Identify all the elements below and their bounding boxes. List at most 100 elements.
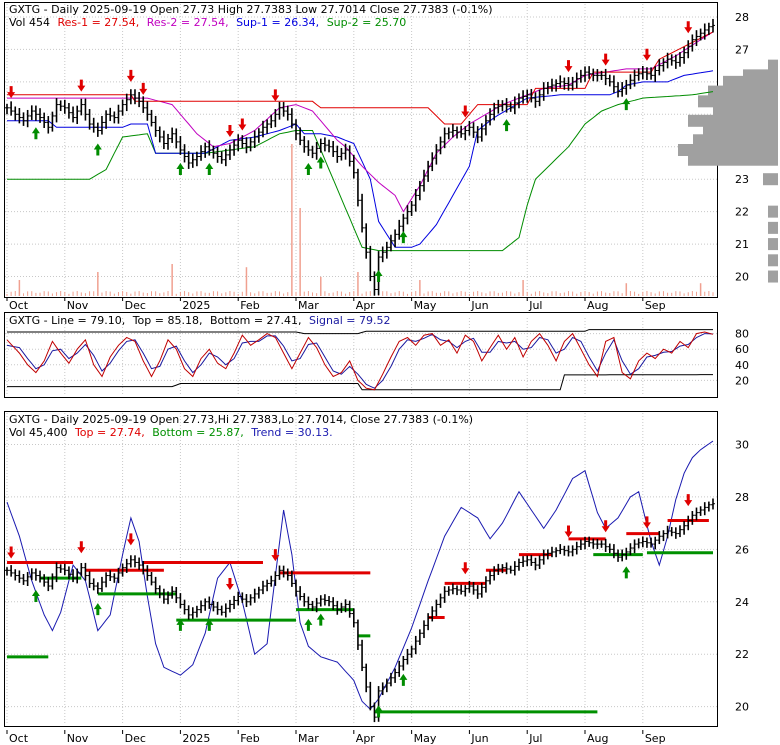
buy-arrow	[93, 143, 102, 156]
month-label: Oct	[9, 732, 29, 745]
buy-arrow	[205, 162, 214, 175]
buy-arrow	[502, 119, 511, 132]
month-label: Feb	[240, 732, 259, 745]
trend-title-text: GXTG - Daily 2025-09-19 Open 27.73,Hi 27…	[9, 413, 473, 426]
volume-profile-bar	[698, 95, 778, 108]
sell-arrow	[271, 89, 280, 102]
stoch-legend: GXTG - Line = 79.10, Top = 85.18, Bottom…	[9, 314, 391, 327]
buy-arrow	[176, 162, 185, 175]
price-tick-label: 28	[735, 11, 749, 24]
trend-buy-arrow	[31, 589, 40, 602]
trend-legend: Vol 45,400 Top = 27.74, Bottom = 25.87, …	[9, 426, 333, 439]
volume-profile-bar	[703, 124, 778, 137]
volume-profile-bar	[713, 105, 778, 118]
stoch-bottom-line	[7, 374, 713, 391]
month-label: Nov	[67, 299, 89, 312]
month-label: Mar	[298, 732, 319, 745]
month-label: 2025	[182, 732, 210, 745]
stoch-top-line	[7, 329, 713, 335]
trend-legend-vol: Vol 45,400	[9, 426, 67, 439]
volume-profile-bar	[688, 114, 778, 127]
res1-line	[7, 31, 714, 125]
trend-panel: 20 22 24 26 28 30 Oct Nov Dec 2025 Feb Mar Apr May Jun…	[5, 413, 749, 745]
trend-legend-bottom: Bottom = 25.87,	[152, 426, 244, 439]
trend-sell-arrow	[7, 546, 16, 559]
volume-profile-bar	[768, 59, 778, 72]
month-label: May	[414, 299, 437, 312]
month-label: Mar	[298, 299, 319, 312]
sell-arrow	[564, 60, 573, 73]
sell-arrow	[126, 69, 135, 82]
price-title-text: GXTG - Daily 2025-09-19 Open 27.73 High …	[9, 3, 493, 16]
sell-arrow	[7, 86, 16, 99]
price-tick-label: 21	[735, 238, 749, 251]
trend-tick-label: 28	[735, 491, 749, 504]
price-tick-label: 22	[735, 206, 749, 219]
trend-sell-arrow	[564, 525, 573, 538]
volume-profile-bar	[693, 134, 778, 147]
month-label: Sep	[645, 732, 666, 745]
month-label: Dec	[125, 732, 146, 745]
stoch-legend-top: Top = 85.18,	[132, 314, 203, 327]
month-label: Sep	[645, 299, 666, 312]
volume-profile-bar	[763, 173, 778, 186]
month-label: Apr	[356, 732, 376, 745]
trend-legend-top: Top = 27.74,	[74, 426, 145, 439]
month-label: Aug	[587, 732, 608, 745]
sell-arrow	[684, 21, 693, 34]
trend-buy-arrow	[176, 618, 185, 631]
buy-arrow	[622, 98, 631, 111]
sup2-line	[7, 91, 714, 252]
month-label: Aug	[587, 299, 608, 312]
price-legend-sup2: Sup-2 = 25.70	[327, 16, 407, 29]
month-label: Jun	[470, 299, 488, 312]
sell-arrow	[642, 48, 651, 61]
stoch-legend-signal: Signal = 79.52	[309, 314, 391, 327]
price-tick-label: 20	[735, 271, 749, 284]
buy-arrow	[374, 270, 383, 283]
volume-profile-bar	[768, 238, 778, 251]
trend-sell-arrow	[642, 516, 651, 529]
volume-profile-bar	[708, 85, 778, 98]
trend-sell-arrow	[126, 533, 135, 546]
price-legend: Vol 454 Res-1 = 27.54, Res-2 = 27.54, Su…	[9, 16, 406, 29]
month-label: Dec	[125, 299, 146, 312]
volume-profile-bar	[768, 254, 778, 267]
trend-title: GXTG - Daily 2025-09-19 Open 27.73,Hi 27…	[9, 413, 473, 426]
trend-buy-arrow	[316, 613, 325, 626]
price-legend-vol: Vol 454	[9, 16, 50, 29]
month-label: Feb	[240, 299, 259, 312]
sell-arrow	[461, 105, 470, 118]
price-panel-frame	[4, 2, 718, 298]
month-label: Nov	[67, 732, 89, 745]
trend-tick-label: 30	[735, 438, 749, 451]
month-label: 2025	[182, 299, 210, 312]
price-legend-res2: Res-2 = 27.54,	[147, 16, 229, 29]
price-legend-sup1: Sup-1 = 26.34,	[236, 16, 319, 29]
trend-sell-arrow	[461, 562, 470, 575]
price-panel: 202122232425262728OctNovDec2025FebMarApr…	[5, 4, 778, 312]
volume-profile-bar	[678, 144, 778, 156]
trend-buy-arrow	[304, 618, 313, 631]
price-title: GXTG - Daily 2025-09-19 Open 27.73 High …	[9, 3, 493, 16]
month-label: Jul	[528, 299, 542, 312]
trend-tick-label: 26	[735, 543, 749, 556]
month-label: May	[414, 732, 437, 745]
month-label: Oct	[9, 299, 29, 312]
trend-buy-arrow	[205, 618, 214, 631]
volume-profile-bar	[723, 75, 778, 88]
stoch-tick-label: 80	[735, 328, 749, 341]
trend-buy-arrow	[374, 705, 383, 718]
trend-buy-arrow	[622, 566, 631, 579]
trend-sell-arrow	[77, 541, 86, 554]
trend-tick-label: 24	[735, 596, 749, 609]
sup1-line	[7, 70, 714, 248]
stoch-tick-label: 20	[735, 374, 749, 387]
volume-profile-bar	[768, 221, 778, 234]
month-label: Apr	[356, 299, 376, 312]
sell-arrow	[238, 118, 247, 131]
volume-profile-bar	[768, 270, 778, 283]
trend-sell-arrow	[601, 520, 610, 533]
res2-line	[7, 31, 714, 213]
